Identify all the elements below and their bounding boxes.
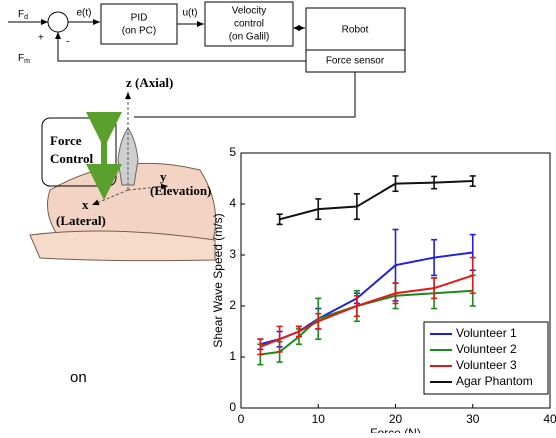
x-axis: [91, 189, 129, 206]
control-label: u(t): [183, 8, 198, 19]
legend-label: Volunteer 3: [456, 358, 517, 372]
series-line: [260, 289, 473, 356]
error-bar: [431, 175, 438, 190]
error-bar: [392, 282, 399, 305]
y-axis: [127, 183, 169, 191]
y-label: y: [160, 169, 167, 184]
illustration: z (Axial) Force Control y (Elevation) x …: [29, 75, 217, 262]
x-tick-label: 30: [466, 412, 480, 426]
fm-label: Fm: [18, 53, 30, 65]
pid-box: [100, 3, 178, 45]
velocity-box: [204, 1, 294, 47]
plus: +: [38, 33, 44, 44]
velocity-text: Velocity: [232, 6, 266, 17]
series-line: [259, 274, 474, 348]
y-tick-label: 1: [229, 349, 236, 363]
sum-node: [47, 11, 69, 33]
x-tick-label: 10: [312, 412, 326, 426]
legend-label: Agar Phantom: [456, 374, 533, 388]
block-diagram: Fd + - e(t) PID (on PC) u(t) Velocity co…: [8, 1, 406, 118]
y-tick-label: 2: [229, 298, 236, 312]
error-bar: [276, 325, 283, 353]
error-bar: [257, 338, 264, 356]
error-bar: [431, 277, 438, 300]
x-tick-label: 40: [543, 412, 556, 426]
force-label: Control: [50, 151, 93, 166]
fd-label: Fd: [18, 9, 28, 21]
error-bar: [469, 175, 476, 187]
y-tick-label: 5: [229, 145, 236, 159]
minus: -: [66, 37, 69, 48]
velocity-text: (on Galil): [229, 32, 270, 43]
y-tick-label: 3: [229, 247, 236, 261]
x-label: x: [82, 197, 89, 212]
error-bar: [295, 325, 302, 338]
y-tick-label: 0: [229, 400, 236, 414]
probe: [117, 127, 139, 186]
x-label: (Lateral): [56, 213, 106, 228]
arm: [29, 230, 216, 262]
chart: 0 10 20 30 40 0 1 2 3 4 5 Force (N) Shear Wave Speed…: [211, 145, 556, 438]
sensor-text: Force sensor: [326, 56, 385, 67]
error-bar: [353, 294, 360, 318]
error-bar: [469, 256, 476, 295]
x-tick-label: 0: [238, 412, 245, 426]
error-bar: [353, 193, 360, 221]
error-bar: [392, 175, 399, 193]
legend-label: Volunteer 1: [456, 326, 517, 340]
error-bar: [431, 238, 438, 277]
pid-text: (on PC): [122, 26, 156, 37]
feedback-wire: [55, 32, 306, 62]
y-axis-label: Shear Wave Speed (m/s): [211, 213, 225, 347]
x-axis-label: Force (N): [370, 426, 421, 433]
error-bar: [276, 213, 283, 226]
series-line: [279, 180, 473, 221]
z-label: z (Axial): [126, 75, 173, 90]
y-label: (Elevation): [150, 183, 211, 198]
robot-text: Robot: [342, 25, 369, 36]
y-tick-label: 4: [229, 196, 236, 210]
fragment-text: on: [70, 369, 87, 386]
velocity-text: control: [234, 19, 264, 30]
pid-text: PID: [131, 13, 148, 24]
error-label: e(t): [77, 8, 92, 19]
x-tick-label: 20: [389, 412, 403, 426]
sensor-wire: [134, 72, 356, 118]
legend-label: Volunteer 2: [456, 342, 517, 356]
error-bar: [315, 312, 322, 330]
error-bar: [315, 198, 322, 221]
force-label: Force: [50, 133, 82, 148]
